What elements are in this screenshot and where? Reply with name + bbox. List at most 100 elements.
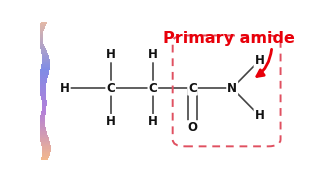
Bar [39,120,45,121]
Bar [38,84,46,85]
Bar [42,102,46,104]
Bar [38,87,46,89]
Bar [38,129,46,130]
Bar [38,35,43,37]
Bar [42,54,48,55]
Bar [40,47,45,48]
Bar [42,101,46,102]
Bar [40,25,46,26]
Bar [42,62,50,63]
Bar [39,137,49,138]
Bar [38,31,44,32]
Bar [38,86,46,87]
Bar [38,77,48,78]
Bar [40,71,49,72]
Bar [42,150,51,151]
Bar [38,123,45,124]
Bar [39,76,48,77]
Bar [39,90,46,91]
Bar [42,106,46,107]
Bar [41,52,47,53]
Text: H: H [148,115,158,128]
Bar [40,115,45,116]
Text: H: H [106,48,116,61]
Bar [42,107,46,108]
Bar [41,66,50,67]
Bar [42,154,50,156]
Bar [41,49,46,50]
Bar [42,149,51,150]
Bar [42,111,46,112]
Bar [41,112,46,113]
Bar [42,157,49,158]
Text: C: C [148,82,157,95]
Bar [41,68,50,69]
Bar [39,136,48,137]
Text: C: C [106,82,115,95]
Bar [42,151,51,152]
Bar [39,26,45,27]
Bar [40,93,46,94]
Bar [42,153,50,154]
Bar [42,147,51,149]
Bar [38,78,47,79]
Text: H: H [148,48,158,61]
Bar [38,130,46,131]
Bar [42,60,50,61]
Bar [38,33,43,34]
Bar [41,50,47,52]
Bar [42,57,49,58]
Bar [39,91,46,92]
Bar [39,89,46,90]
Bar [39,45,44,46]
Bar [38,32,43,33]
Bar [41,145,51,146]
Bar [39,28,44,30]
Text: Primary amide: Primary amide [163,31,294,46]
Text: H: H [60,82,70,95]
Bar [39,30,44,31]
Bar [42,64,50,66]
Bar [42,58,50,60]
Bar [42,61,50,62]
Bar [42,104,46,105]
Bar [41,144,51,145]
Text: H: H [254,109,264,122]
Bar [42,63,50,64]
Bar [39,74,49,75]
Bar [38,126,45,127]
Bar [40,116,45,118]
Text: N: N [227,82,237,95]
Bar [39,27,44,28]
Bar [38,83,46,84]
Bar [40,46,45,47]
Bar [41,158,48,159]
Bar [38,40,43,41]
Bar [42,105,46,106]
Bar [41,22,47,23]
Bar [38,127,45,128]
Bar [38,82,47,83]
Bar [39,119,45,120]
Bar [41,67,50,68]
Bar [38,38,43,39]
Bar [40,48,46,49]
Bar [41,159,48,160]
Bar [39,75,48,76]
Bar [38,132,47,134]
Bar [38,128,46,129]
Bar [40,24,46,25]
Bar [42,108,46,109]
Bar [41,142,50,143]
Bar [42,55,49,56]
Bar [41,53,48,54]
Bar [38,34,43,35]
Bar [40,69,50,70]
Bar [40,94,46,96]
Bar [38,134,47,135]
Bar [40,139,49,141]
Bar [39,42,44,44]
Bar [42,109,46,111]
Bar [40,70,49,71]
Text: C: C [188,82,197,95]
